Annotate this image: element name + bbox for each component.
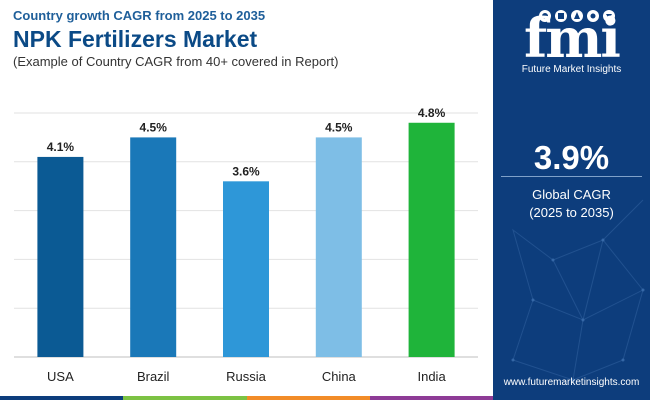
x-tick-label-usa: USA: [47, 369, 74, 384]
global-cagr-period: (2025 to 2035): [529, 205, 614, 220]
bottom-color-band: [0, 396, 493, 400]
x-tick-label-brazil: Brazil: [137, 369, 170, 384]
data-label-russia: 3.6%: [232, 164, 260, 178]
bar-chart: 4.1% USA 4.5% Brazil 3.6% Russia 4.5% China 4.8%…: [14, 106, 478, 384]
website-link[interactable]: www.futuremarketinsights.com: [503, 377, 640, 388]
band-segment: [123, 396, 247, 400]
logo-icons: [539, 10, 615, 22]
global-cagr-label: Global CAGR: [532, 187, 611, 202]
data-label-brazil: 4.5%: [140, 120, 168, 134]
bar-russia: [223, 181, 269, 357]
logo-subtitle: Future Market Insights: [521, 64, 622, 75]
bar-india: [408, 122, 455, 357]
bar-china: [315, 137, 362, 357]
kpi-divider: [501, 176, 642, 177]
band-segment: [369, 396, 493, 400]
sidebar-pattern: [511, 199, 645, 382]
sidebar-panel: fmi Future Market Insights 3.9% Global C…: [493, 0, 650, 400]
logo-wordmark: fmi: [524, 6, 621, 70]
bar-usa: [37, 156, 84, 357]
band-segment: [0, 396, 124, 400]
x-tick-label-china: China: [322, 369, 357, 384]
data-label-usa: 4.1%: [47, 140, 75, 154]
x-tick-label-russia: Russia: [226, 369, 267, 384]
band-segment: [246, 396, 370, 400]
global-cagr-value: 3.9%: [533, 139, 610, 176]
chart-title: NPK Fertilizers Market: [13, 26, 258, 52]
x-tick-label-india: India: [417, 369, 446, 384]
bar-brazil: [130, 137, 177, 357]
data-label-india: 4.8%: [418, 106, 446, 120]
data-label-china: 4.5%: [325, 120, 353, 134]
header: Country growth CAGR from 2025 to 2035 NP…: [13, 8, 483, 70]
chart-subtitle: (Example of Country CAGR from 40+ covere…: [13, 54, 339, 69]
chart-eyebrow: Country growth CAGR from 2025 to 2035: [13, 8, 266, 23]
